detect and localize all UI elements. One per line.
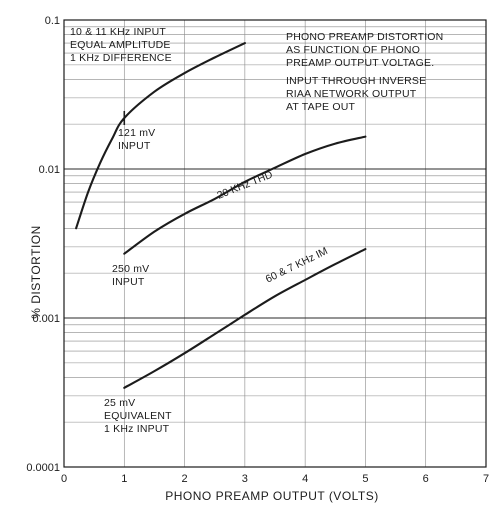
svg-text:AT TAPE OUT: AT TAPE OUT [286, 101, 355, 113]
note-line: INPUT THROUGH INVERSE [286, 75, 426, 87]
start-label-line: 250 mV [112, 263, 149, 275]
x-tick-label: 4 [302, 473, 308, 485]
note-line: PREAMP OUTPUT VOLTAGE. [286, 57, 434, 69]
series-label-60-7khz-im: 60 & 7 KHz IM [264, 245, 330, 285]
svg-text:10 & 11 KHz INPUT: 10 & 11 KHz INPUT [70, 26, 166, 38]
series-line-2 [123, 248, 367, 389]
note-line: AT TAPE OUT [286, 101, 355, 113]
svg-text:PREAMP OUTPUT VOLTAGE.: PREAMP OUTPUT VOLTAGE. [286, 57, 434, 69]
x-tick-label: 6 [423, 473, 429, 485]
y-tick-label: 0.1 [45, 15, 60, 27]
curve-start-label-25mv: 25 mV EQUIVALENT 1 KHz INPUT [104, 397, 172, 435]
start-label-line: EQUIVALENT [104, 410, 172, 422]
svg-text:RIAA NETWORK OUTPUT: RIAA NETWORK OUTPUT [286, 88, 417, 100]
note-line: EQUAL AMPLITUDE [70, 39, 171, 51]
start-label-line: 121 mV [118, 127, 155, 139]
note-line: RIAA NETWORK OUTPUT [286, 88, 417, 100]
x-axis-title: PHONO PREAMP OUTPUT (VOLTS) [165, 489, 379, 503]
svg-text:EQUAL AMPLITUDE: EQUAL AMPLITUDE [70, 39, 171, 51]
grid [64, 20, 486, 467]
curve-start-label-250mv: 250 mV INPUT [112, 263, 149, 288]
svg-text:AS FUNCTION OF PHONO: AS FUNCTION OF PHONO [286, 44, 420, 56]
note-line: 10 & 11 KHz INPUT [70, 26, 166, 38]
note-line: 1 KHz DIFFERENCE [70, 52, 172, 64]
start-label-line: INPUT [112, 276, 145, 288]
y-axis-title: % DISTORTION [29, 225, 43, 319]
x-tick-label: 1 [121, 473, 127, 485]
plot-frame [63, 19, 487, 468]
x-tick-label: 7 [483, 473, 489, 485]
curve-start-label-121mv: 121 mV INPUT [118, 127, 155, 152]
note-input-description: 10 & 11 KHz INPUT EQUAL AMPLITUDE 1 KHz … [70, 26, 172, 64]
svg-text:INPUT THROUGH INVERSE: INPUT THROUGH INVERSE [286, 75, 426, 87]
note-chart-description: PHONO PREAMP DISTORTION AS FUNCTION OF P… [286, 31, 443, 113]
note-line: AS FUNCTION OF PHONO [286, 44, 420, 56]
x-tick-label: 5 [362, 473, 368, 485]
y-tick-label: 0.01 [39, 164, 60, 176]
y-tick-label: 0.001 [32, 313, 60, 325]
x-tick-label: 3 [242, 473, 248, 485]
x-tick-label: 0 [61, 473, 67, 485]
x-tick-label: 2 [182, 473, 188, 485]
start-label-line: 1 KHz INPUT [104, 423, 170, 435]
start-label-line: 25 mV [104, 397, 135, 409]
y-tick-label: 0.0001 [26, 462, 60, 474]
curves [75, 42, 367, 389]
start-label-line: INPUT [118, 140, 151, 152]
svg-text:PHONO PREAMP DISTORTION: PHONO PREAMP DISTORTION [286, 31, 443, 43]
svg-text:1 KHz DIFFERENCE: 1 KHz DIFFERENCE [70, 52, 172, 64]
series-line-1 [123, 135, 367, 255]
note-line: PHONO PREAMP DISTORTION [286, 31, 443, 43]
tick-labels: 0 1 2 3 4 5 6 7 0.1 0.01 0.001 0.0001 [26, 15, 489, 485]
